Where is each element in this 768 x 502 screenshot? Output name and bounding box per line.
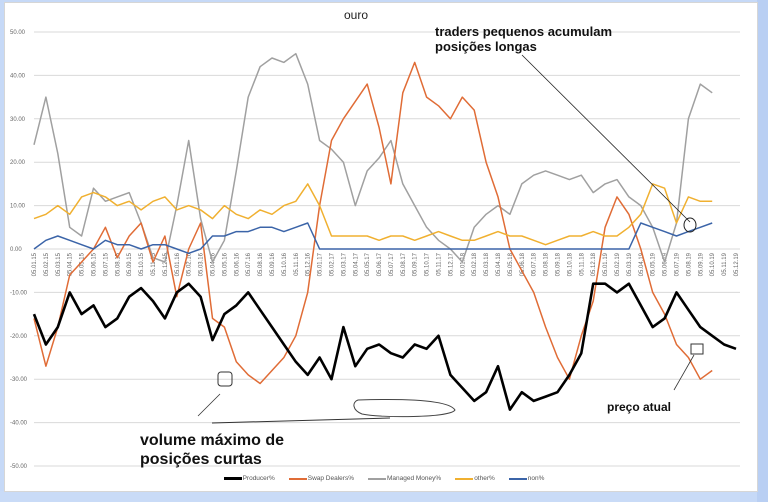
legend-item-other[interactable]: other% [455, 475, 495, 482]
svg-text:05.11.15: 05.11.15 [151, 252, 157, 276]
svg-text:-20.00: -20.00 [10, 334, 28, 340]
svg-text:05.05.17: 05.05.17 [365, 252, 371, 276]
annotation-max-shorts: volume máximo de posições curtas [140, 431, 284, 469]
svg-text:05.09.19: 05.09.19 [698, 252, 704, 276]
svg-text:05.07.15: 05.07.15 [103, 252, 109, 276]
svg-text:05.10.16: 05.10.16 [282, 252, 288, 276]
svg-text:05.01.19: 05.01.19 [603, 252, 609, 276]
svg-text:05.12.17: 05.12.17 [448, 252, 454, 276]
window-border-right [757, 0, 768, 502]
annotation-text: traders pequenos acumulam [435, 24, 612, 39]
svg-text:05.01.16: 05.01.16 [175, 252, 181, 276]
svg-text:05.10.17: 05.10.17 [425, 252, 431, 276]
svg-text:05.03.19: 05.03.19 [627, 252, 633, 276]
svg-text:05.05.18: 05.05.18 [508, 252, 514, 276]
svg-text:05.07.18: 05.07.18 [532, 252, 538, 276]
svg-text:05.05.15: 05.05.15 [80, 252, 86, 276]
annotation-text: posições longas [435, 38, 537, 54]
svg-text:05.09.17: 05.09.17 [413, 252, 419, 276]
svg-text:05.02.16: 05.02.16 [187, 252, 193, 276]
svg-text:05.01.17: 05.01.17 [318, 252, 324, 276]
svg-text:40.00: 40.00 [10, 73, 26, 79]
svg-text:05.09.16: 05.09.16 [270, 252, 276, 276]
legend-swatch [367, 477, 386, 480]
svg-text:05.04.19: 05.04.19 [639, 252, 645, 276]
chart-legend: Producer% Swap Dealers% Managed Money% o… [0, 475, 768, 482]
svg-text:05.10.18: 05.10.18 [567, 252, 573, 276]
svg-text:-40.00: -40.00 [10, 421, 28, 427]
legend-swatch [288, 477, 307, 480]
svg-text:05.11.18: 05.11.18 [579, 252, 585, 276]
annotation-text: posições curtas [140, 451, 262, 469]
annotation-text: volume máximo de [140, 432, 285, 449]
svg-text:50.00: 50.00 [10, 30, 26, 36]
svg-text:05.05.19: 05.05.19 [651, 252, 657, 276]
svg-text:-30.00: -30.00 [10, 377, 28, 383]
svg-text:05.05.16: 05.05.16 [222, 252, 228, 276]
svg-text:05.09.18: 05.09.18 [556, 252, 562, 276]
svg-text:05.11.19: 05.11.19 [722, 252, 728, 276]
svg-text:05.07.19: 05.07.19 [675, 252, 681, 276]
svg-text:0.00: 0.00 [10, 247, 22, 253]
svg-text:05.08.18: 05.08.18 [544, 252, 550, 276]
svg-text:30.00: 30.00 [10, 117, 26, 123]
svg-text:05.03.18: 05.03.18 [484, 252, 490, 276]
annotation-current-price: preço atual [607, 400, 672, 414]
svg-text:-50.00: -50.00 [10, 464, 28, 470]
chart-title: ouro [343, 8, 369, 22]
svg-text:05.04.18: 05.04.18 [496, 252, 502, 276]
svg-text:05.12.19: 05.12.19 [734, 252, 740, 276]
annotation-small-traders: traders pequenos acumulam posições longa… [435, 24, 612, 55]
svg-text:05.06.19: 05.06.19 [663, 252, 669, 276]
svg-text:05.12.16: 05.12.16 [306, 252, 312, 276]
legend-item-swap-dealers[interactable]: Swap Dealers% [288, 475, 354, 482]
svg-text:05.11.16: 05.11.16 [294, 252, 300, 276]
svg-text:05.04.17: 05.04.17 [353, 252, 359, 276]
svg-text:05.03.17: 05.03.17 [341, 252, 347, 276]
svg-text:20.00: 20.00 [10, 160, 26, 166]
svg-text:05.12.15: 05.12.15 [163, 252, 169, 276]
legend-swatch [223, 477, 242, 480]
chart-frame [4, 2, 758, 492]
svg-text:05.12.18: 05.12.18 [591, 252, 597, 276]
svg-text:05.08.17: 05.08.17 [401, 252, 407, 276]
window-border-bottom [0, 491, 740, 502]
legend-swatch [508, 477, 527, 480]
svg-text:05.11.17: 05.11.17 [437, 252, 443, 276]
svg-text:05.10.19: 05.10.19 [710, 252, 716, 276]
svg-text:10.00: 10.00 [10, 204, 26, 210]
svg-text:05.02.15: 05.02.15 [44, 252, 50, 276]
svg-text:05.06.15: 05.06.15 [91, 252, 97, 276]
svg-text:05.07.17: 05.07.17 [389, 252, 395, 276]
svg-text:05.06.17: 05.06.17 [377, 252, 383, 276]
svg-text:05.10.15: 05.10.15 [139, 252, 145, 276]
svg-text:05.03.15: 05.03.15 [56, 252, 62, 276]
legend-item-managed-money[interactable]: Managed Money% [367, 475, 441, 482]
svg-text:05.06.18: 05.06.18 [520, 252, 526, 276]
svg-text:05.08.19: 05.08.19 [686, 252, 692, 276]
legend-swatch [455, 477, 474, 480]
svg-text:05.06.16: 05.06.16 [234, 252, 240, 276]
svg-text:05.02.17: 05.02.17 [329, 252, 335, 276]
svg-text:05.08.15: 05.08.15 [115, 252, 121, 276]
svg-text:-10.00: -10.00 [10, 290, 28, 296]
svg-text:05.02.18: 05.02.18 [472, 252, 478, 276]
svg-text:05.03.16: 05.03.16 [199, 252, 205, 276]
svg-text:05.04.15: 05.04.15 [68, 252, 74, 276]
svg-text:05.07.16: 05.07.16 [246, 252, 252, 276]
svg-text:05.04.16: 05.04.16 [210, 252, 216, 276]
svg-text:05.08.16: 05.08.16 [258, 252, 264, 276]
legend-item-non[interactable]: non% [508, 475, 544, 482]
legend-item-producer[interactable]: Producer% [223, 475, 275, 482]
svg-text:05.01.18: 05.01.18 [460, 252, 466, 276]
svg-text:05.09.15: 05.09.15 [127, 252, 133, 276]
svg-text:05.01.15: 05.01.15 [32, 252, 38, 276]
svg-text:05.02.19: 05.02.19 [615, 252, 621, 276]
